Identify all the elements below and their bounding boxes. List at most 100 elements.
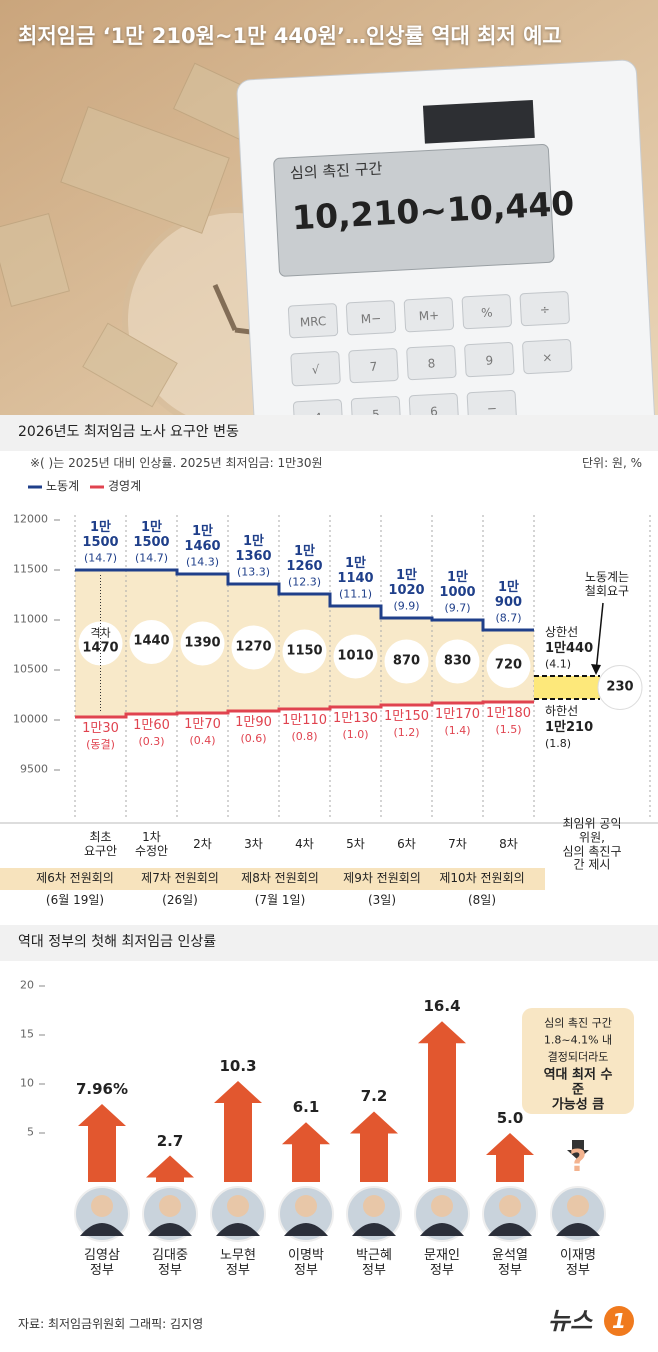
value-label: 1만 1140 xyxy=(337,556,374,587)
value-label: 1만110 xyxy=(281,713,328,728)
calculator-key xyxy=(348,348,399,384)
calculator-key-label: 6 xyxy=(430,404,438,418)
portrait-face xyxy=(91,1195,113,1217)
section-title: 2026년도 최저임금 노사 요구안 변동 xyxy=(18,424,239,440)
legend-label: 노동계 xyxy=(46,479,80,494)
x-tick-label: 김영삼 정부 xyxy=(84,1248,120,1278)
calculator-key xyxy=(287,303,339,339)
meeting-name: 제10차 전원회의 xyxy=(439,871,525,886)
gap-circle xyxy=(129,620,174,664)
calculator-key xyxy=(290,351,341,387)
meeting-name: 제9차 전원회의 xyxy=(343,871,421,886)
calculator-key xyxy=(406,345,457,381)
value-label: 6.1 xyxy=(292,1097,320,1116)
rate-label: (13.3) xyxy=(236,565,271,579)
rate-label: (0.4) xyxy=(189,734,216,747)
calculator-key xyxy=(403,297,454,333)
y-tick-label: 11000 xyxy=(13,612,48,626)
arrow-bar xyxy=(78,1103,126,1182)
unknown-mark: ? xyxy=(569,1143,587,1179)
rate-label: (12.3) xyxy=(287,575,322,589)
meeting-date: (3일) xyxy=(367,893,397,908)
gap-value: 1470 xyxy=(82,640,119,656)
gap-circle xyxy=(435,639,480,684)
value-label: 7.96% xyxy=(75,1079,129,1098)
value-label: 1만210 xyxy=(545,720,594,735)
portrait-face xyxy=(363,1195,385,1217)
meeting-date: (7월 1일) xyxy=(254,893,306,908)
value-label: 1만 1260 xyxy=(286,544,323,575)
logo: 뉴스 xyxy=(548,1307,593,1335)
value-label: 7.2 xyxy=(360,1087,388,1106)
gap-circle xyxy=(78,621,123,666)
y-tick-label: 20 xyxy=(20,978,34,992)
rate-label: (14.7) xyxy=(134,551,169,565)
arrow-bar xyxy=(418,1021,466,1182)
calculator-key-label: 9 xyxy=(485,353,493,367)
calculator-key-label: × xyxy=(542,350,553,365)
annotation-line: 결정되더라도 xyxy=(547,1050,609,1064)
unit: 단위: 원, % xyxy=(581,456,642,470)
x-tick-label: 노무현 정부 xyxy=(220,1248,256,1278)
x-tick-label: 5차 xyxy=(346,837,365,852)
value-label: 1만 1500 xyxy=(133,520,170,551)
rate-label: (0.3) xyxy=(138,735,165,748)
calculator-key-label: M+ xyxy=(418,308,439,323)
bound-label: 상한선 xyxy=(545,625,579,640)
portrait-body xyxy=(556,1223,600,1236)
gap-circle xyxy=(384,639,429,684)
rate-label: (1.5) xyxy=(495,723,522,736)
page-title: 최저임금 ‘1만 210원~1만 440원’…인상률 역대 최저 예고 xyxy=(18,24,562,48)
annotation-box xyxy=(522,1008,634,1114)
rate-label: (9.7) xyxy=(444,601,471,615)
gap-value: 1150 xyxy=(286,643,323,659)
x-tick-label: 문재인 정부 xyxy=(424,1248,460,1278)
portrait-body xyxy=(488,1223,532,1236)
x-tick-label: 4차 xyxy=(295,837,314,852)
portrait-body xyxy=(284,1223,328,1236)
value-label: 1만 1000 xyxy=(439,570,476,601)
portrait-body xyxy=(216,1223,260,1236)
calculator-key-label: − xyxy=(486,401,497,416)
rate-label: (1.2) xyxy=(393,726,420,739)
annotation-arrow xyxy=(567,1140,589,1160)
meeting-date: (26일) xyxy=(162,893,198,908)
gap-value: 720 xyxy=(494,657,523,673)
value-label: 2.7 xyxy=(156,1131,184,1150)
meeting-date: (8일) xyxy=(467,893,497,908)
calculator-key-label: 7 xyxy=(369,359,377,373)
portrait-face xyxy=(159,1195,181,1217)
gap-value: 1010 xyxy=(337,648,374,664)
calculator-key xyxy=(461,294,512,330)
value-label: 10.3 xyxy=(219,1056,257,1075)
rate-label: (동결) xyxy=(86,738,115,751)
logo-mark: 1 xyxy=(604,1306,634,1336)
y-tick-label: 15 xyxy=(20,1027,34,1041)
calculator-key-label: % xyxy=(481,305,493,320)
rate-label: (9.9) xyxy=(393,599,420,613)
value-label: 1만440 xyxy=(545,641,594,657)
y-tick-label: 10500 xyxy=(13,662,48,676)
arrow-bar xyxy=(350,1111,398,1182)
value-label: 1만 1460 xyxy=(184,524,221,555)
arrow-bar xyxy=(486,1133,534,1182)
gap-label: 격차 xyxy=(90,626,111,640)
rate-label: (4.1) xyxy=(545,657,572,671)
arrow-bar xyxy=(146,1155,194,1182)
value-label: 1만 1360 xyxy=(235,534,272,565)
portrait-body xyxy=(420,1223,464,1236)
gap-circle xyxy=(231,625,276,670)
y-tick-label: 10000 xyxy=(13,712,48,726)
calculator-key xyxy=(464,342,515,378)
section-bar xyxy=(0,415,658,451)
step-line xyxy=(75,700,534,719)
x-tick-label: 최임위 공익위원, 심의 촉진구간 제시 xyxy=(562,816,622,872)
meeting-date: (6월 19일) xyxy=(45,893,105,908)
calculator-key-label: M− xyxy=(360,311,381,326)
value-label: 1만150 xyxy=(383,709,430,724)
section-title: 역대 정부의 첫해 최저임금 인상률 xyxy=(18,934,217,950)
x-tick-label: 박근혜 정부 xyxy=(356,1248,392,1278)
rate-label: (14.3) xyxy=(185,555,220,569)
